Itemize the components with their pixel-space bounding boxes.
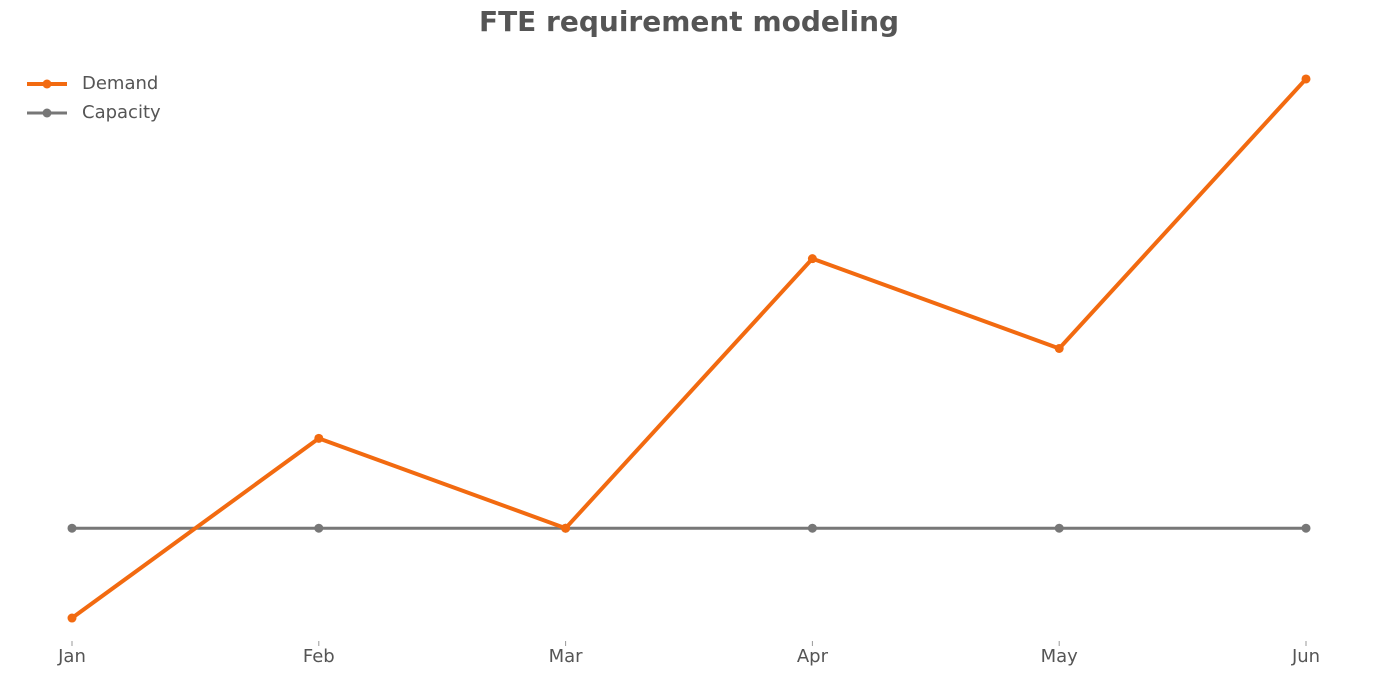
point bbox=[314, 523, 324, 533]
legend-label: Demand bbox=[82, 73, 158, 94]
point bbox=[1301, 523, 1311, 533]
point bbox=[67, 523, 77, 533]
x-tick-label: Apr bbox=[797, 646, 829, 667]
point bbox=[807, 523, 817, 533]
chart-title: FTE requirement modeling bbox=[479, 5, 899, 38]
point bbox=[1054, 344, 1064, 353]
series-line bbox=[70, 77, 1308, 620]
x-tick-label: Jan bbox=[57, 646, 86, 667]
point bbox=[1301, 74, 1311, 84]
legend-marker bbox=[42, 79, 52, 89]
legend-label: Capacity bbox=[82, 102, 161, 123]
x-tick-label: May bbox=[1041, 646, 1079, 667]
x-tick-label: Feb bbox=[303, 646, 335, 667]
x-tick-label: Jun bbox=[1291, 646, 1320, 667]
point bbox=[807, 254, 817, 264]
point bbox=[561, 523, 571, 533]
x-tick-label: Mar bbox=[549, 646, 584, 667]
legend-marker bbox=[42, 108, 52, 118]
point bbox=[1054, 523, 1064, 533]
point bbox=[314, 433, 324, 443]
point bbox=[67, 613, 77, 623]
